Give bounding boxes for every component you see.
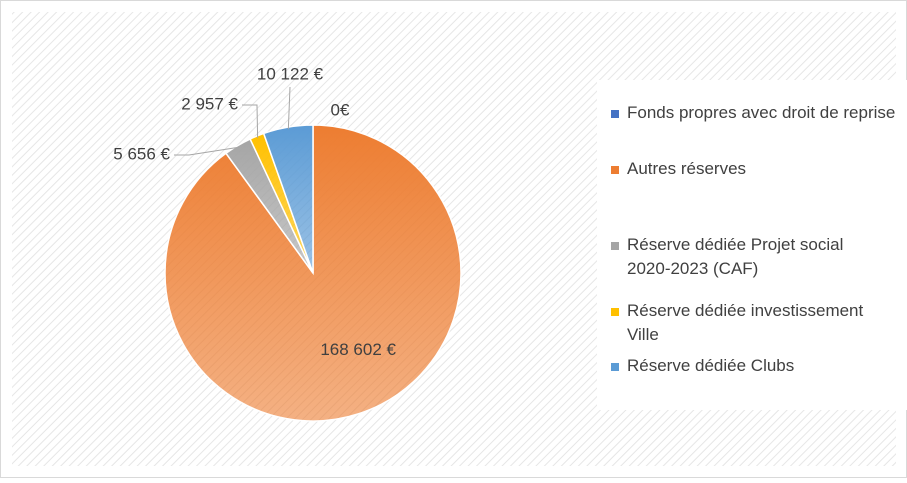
- leader-line: [242, 104, 259, 138]
- legend-label: Réserve dédiée investissement Ville: [627, 301, 864, 344]
- legend-label: Réserve dédiée Clubs: [627, 356, 794, 375]
- data-label: 168 602 €: [320, 340, 396, 359]
- legend-marker: [611, 363, 619, 371]
- legend-marker: [611, 166, 619, 174]
- leader-line: [174, 146, 239, 156]
- data-label: 2 957 €: [181, 94, 238, 113]
- legend-label: Autres réserves: [627, 159, 746, 178]
- data-label: 5 656 €: [113, 144, 170, 163]
- legend-marker: [611, 110, 619, 118]
- legend-marker: [611, 242, 619, 250]
- data-label: 0€: [331, 100, 350, 119]
- legend-box: [597, 80, 907, 410]
- data-label: 10 122 €: [257, 64, 324, 83]
- legend-label: Réserve dédiée Projet social 2020-2023 (C…: [627, 235, 843, 278]
- legend-marker: [611, 308, 619, 316]
- legend-label: Fonds propres avec droit de reprise: [627, 103, 895, 122]
- leader-line: [287, 86, 291, 130]
